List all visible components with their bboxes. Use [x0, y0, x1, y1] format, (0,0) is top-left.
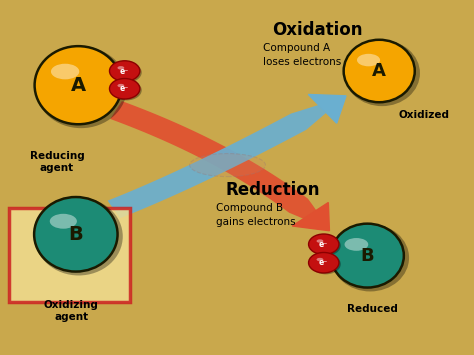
Polygon shape: [108, 96, 346, 218]
Text: e⁻: e⁻: [319, 258, 328, 267]
Ellipse shape: [111, 80, 142, 100]
Text: e⁻: e⁻: [319, 240, 328, 249]
Polygon shape: [309, 94, 346, 123]
Ellipse shape: [118, 66, 124, 70]
Text: A: A: [372, 62, 386, 80]
Text: Reducing
agent: Reducing agent: [29, 151, 84, 173]
Text: Compound A
loses electrons: Compound A loses electrons: [263, 43, 341, 67]
Ellipse shape: [35, 46, 122, 124]
Ellipse shape: [35, 47, 127, 128]
Ellipse shape: [109, 61, 140, 81]
Text: Compound B
gains electrons: Compound B gains electrons: [216, 203, 295, 227]
Ellipse shape: [331, 224, 409, 291]
Ellipse shape: [309, 234, 339, 255]
Text: B: B: [68, 225, 83, 244]
Text: e⁻: e⁻: [120, 66, 129, 76]
Ellipse shape: [35, 197, 123, 275]
Text: e⁻: e⁻: [120, 84, 129, 93]
Polygon shape: [292, 202, 329, 231]
Ellipse shape: [309, 252, 339, 273]
Ellipse shape: [50, 214, 77, 229]
Text: Oxidized: Oxidized: [398, 110, 449, 120]
Text: Oxidation: Oxidation: [273, 21, 363, 39]
Ellipse shape: [357, 54, 380, 66]
Ellipse shape: [317, 239, 323, 243]
Text: Reduced: Reduced: [346, 304, 398, 313]
Ellipse shape: [345, 238, 368, 251]
Ellipse shape: [344, 40, 420, 106]
Ellipse shape: [51, 64, 79, 80]
Ellipse shape: [118, 84, 124, 87]
Ellipse shape: [190, 153, 265, 176]
Ellipse shape: [310, 235, 341, 256]
Text: B: B: [361, 247, 374, 264]
Polygon shape: [110, 101, 329, 231]
Text: A: A: [71, 76, 86, 95]
Ellipse shape: [109, 78, 140, 99]
Ellipse shape: [344, 40, 415, 102]
Ellipse shape: [331, 224, 404, 288]
Ellipse shape: [34, 197, 118, 272]
Ellipse shape: [111, 62, 142, 83]
Ellipse shape: [310, 254, 341, 274]
Text: Reduction: Reduction: [225, 181, 319, 199]
Ellipse shape: [317, 258, 323, 261]
Bar: [9, 208, 130, 302]
Text: Oxidizing
agent: Oxidizing agent: [44, 300, 99, 322]
